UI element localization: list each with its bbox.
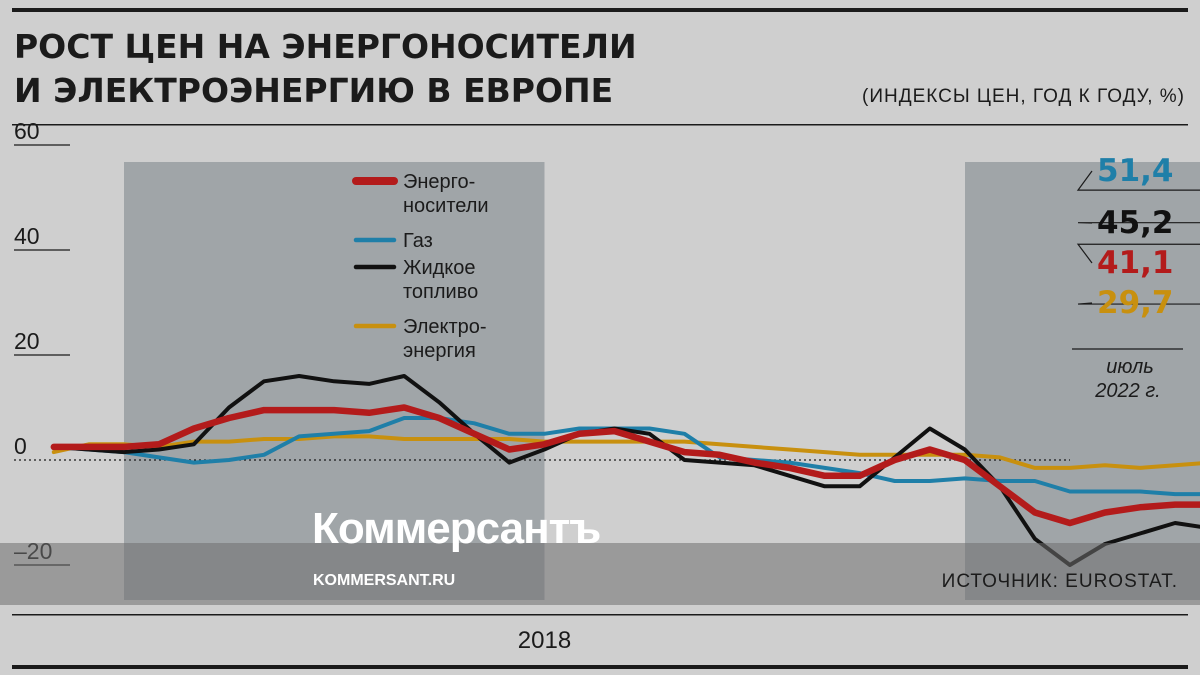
- end-label-fuel: 45,2: [1097, 205, 1174, 241]
- year-bands: [124, 162, 1200, 600]
- watermark-brand: Коммерсантъ: [312, 504, 600, 553]
- y-tick-label-2: 20: [14, 328, 40, 354]
- end-leader-electricity: [1077, 302, 1200, 305]
- end-leader-gas: [1076, 170, 1200, 191]
- end-label-electricity: 29,7: [1097, 285, 1174, 321]
- watermark-url: KOMMERSANT.RU: [313, 572, 455, 589]
- legend-label-electricity: Электро-: [403, 316, 487, 338]
- chart-subtitle: (ИНДЕКСЫ ЦЕН, ГОД К ГОДУ, %): [862, 86, 1185, 107]
- axis-rule: [12, 614, 1188, 616]
- legend-label-electricity-2: энергия: [403, 340, 476, 362]
- watermark-band: [0, 543, 1200, 605]
- end-note-month: июль: [1106, 356, 1154, 378]
- header-rule: [12, 124, 1188, 126]
- year-labels: 201820202022: [518, 627, 571, 654]
- bottom-rule: [12, 665, 1188, 669]
- end-label-gas: 51,4: [1097, 153, 1174, 189]
- source-note: ИСТОЧНИК: EUROSTAT.: [942, 571, 1178, 592]
- legend-label-energy-2: носители: [403, 195, 489, 217]
- series-line-fuel: [51, 374, 1200, 567]
- y-tick-label-3: 0: [14, 433, 27, 459]
- legend-label-fuel: Жидкое: [403, 257, 476, 279]
- series-line-gas: [51, 416, 1200, 497]
- end-markers: 51,4 45,2 41,1 29,7: [1076, 153, 1200, 321]
- legend-label-fuel-2: топливо: [403, 281, 478, 303]
- chart-title-line2: И ЭЛЕКТРОЭНЕРГИЮ В ЕВРОПЕ: [14, 71, 613, 110]
- top-rule: [12, 8, 1188, 12]
- end-leader-energy: [1076, 243, 1200, 264]
- series-line-energy: [50, 404, 1200, 527]
- series-line-electricity: [51, 434, 1200, 470]
- end-note-year: 2022 г.: [1094, 380, 1160, 402]
- y-tick-label-0: 60: [14, 118, 40, 144]
- x-year-label-0: 2018: [518, 627, 571, 654]
- end-label-energy: 41,1: [1097, 245, 1174, 281]
- legend-label-gas: Газ: [403, 230, 433, 252]
- series-lines: [50, 374, 1200, 567]
- legend-label-energy: Энерго-: [403, 171, 475, 193]
- chart-title-line1: РОСТ ЦЕН НА ЭНЕРГОНОСИТЕЛИ: [14, 27, 637, 66]
- y-tick-label-1: 40: [14, 223, 40, 249]
